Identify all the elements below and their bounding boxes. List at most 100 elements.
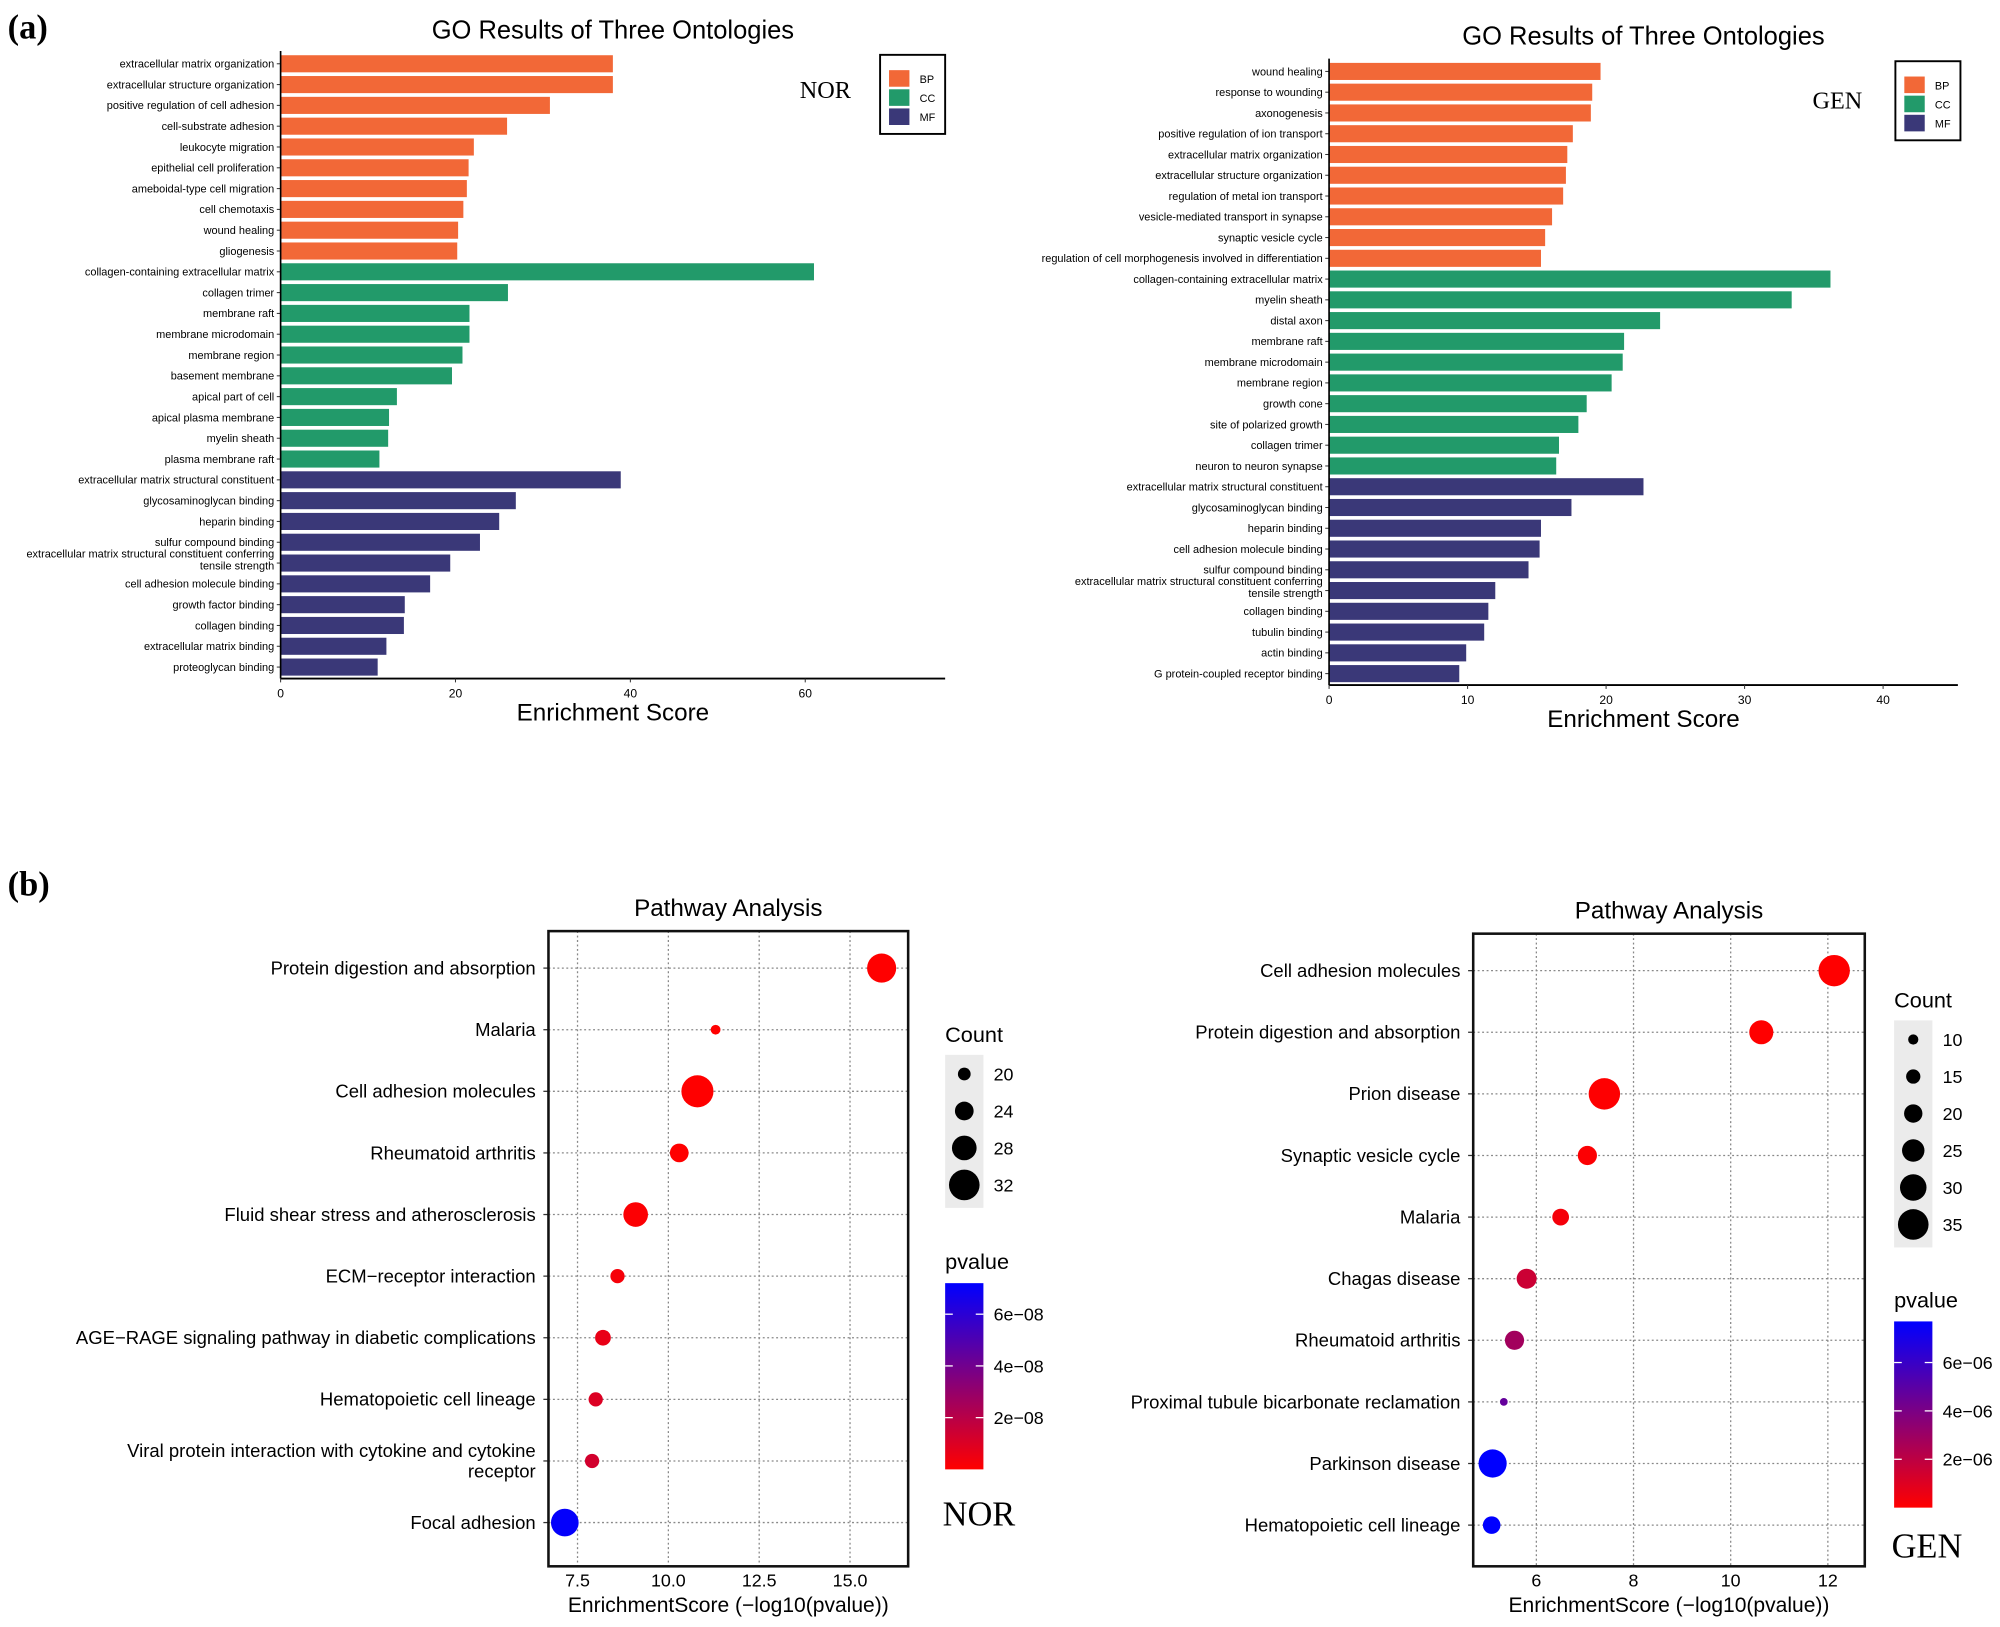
legend-label: MF bbox=[1935, 119, 1951, 131]
bar-cc bbox=[280, 450, 380, 468]
category-label: collagen trimer bbox=[1251, 440, 1323, 452]
category-label: membrane microdomain bbox=[156, 329, 274, 341]
bar-cc bbox=[280, 367, 452, 385]
bubble-point bbox=[1516, 1268, 1537, 1289]
bar-bp bbox=[280, 76, 613, 94]
bar-bp bbox=[1329, 229, 1546, 247]
category-label: membrane region bbox=[1237, 378, 1323, 390]
pathway-label: Chagas disease bbox=[1328, 1268, 1461, 1289]
category-label: axonogenesis bbox=[1255, 108, 1323, 120]
bar-mf bbox=[1329, 498, 1572, 517]
legend-label: MF bbox=[920, 112, 936, 124]
color-legend-label: 2e−08 bbox=[994, 1408, 1044, 1428]
pathway-label: Rheumatoid arthritis bbox=[1295, 1330, 1460, 1351]
size-legend-label: 25 bbox=[1943, 1141, 1963, 1161]
legend-label: CC bbox=[1935, 99, 1951, 111]
category-label: distal axon bbox=[1270, 315, 1322, 327]
category-label: sulfur compound binding bbox=[1203, 565, 1322, 577]
bar-mf bbox=[1329, 561, 1529, 579]
bubble-point bbox=[584, 1453, 600, 1469]
bar-cc bbox=[1329, 395, 1587, 413]
bar-mf bbox=[280, 471, 621, 489]
category-label: myelin sheath bbox=[207, 433, 275, 445]
color-legend-label: 4e−06 bbox=[1943, 1401, 1993, 1421]
legend-label: BP bbox=[1935, 80, 1949, 92]
category-label: extracellular matrix structural constitu… bbox=[1127, 482, 1323, 494]
bar-mf bbox=[1329, 582, 1496, 600]
pathway-label: Cell adhesion molecules bbox=[1260, 960, 1460, 981]
category-label: tensile strength bbox=[1248, 588, 1322, 600]
category-label: leukocyte migration bbox=[180, 142, 274, 154]
pathway-label: Fluid shear stress and atherosclerosis bbox=[224, 1204, 535, 1225]
category-label: tensile strength bbox=[200, 560, 274, 572]
size-legend-key bbox=[957, 1067, 971, 1081]
bar-cc bbox=[1329, 374, 1612, 392]
condition-tag: GEN bbox=[1812, 87, 1862, 114]
bubble-point bbox=[867, 953, 897, 983]
x-tick-label: 10 bbox=[1461, 693, 1475, 707]
size-legend-label: 30 bbox=[1943, 1178, 1963, 1198]
category-label: collagen binding bbox=[1244, 606, 1323, 618]
bubble-point bbox=[610, 1269, 625, 1284]
category-label: gliogenesis bbox=[219, 246, 274, 258]
size-legend-key bbox=[1904, 1104, 1923, 1123]
bar-mf bbox=[1329, 478, 1644, 496]
legend-swatch-mf bbox=[889, 108, 910, 125]
category-label: actin binding bbox=[1261, 648, 1323, 660]
bar-mf bbox=[280, 512, 500, 530]
category-label: site of polarized growth bbox=[1210, 419, 1323, 431]
bubble-point bbox=[588, 1392, 603, 1407]
category-label: tubulin binding bbox=[1252, 627, 1323, 639]
bar-mf bbox=[280, 533, 480, 551]
bar-bp bbox=[1329, 249, 1541, 267]
pathway-label: Hematopoietic cell lineage bbox=[320, 1389, 536, 1410]
panel-label-b: (b) bbox=[8, 865, 50, 903]
bar-mf bbox=[1329, 602, 1489, 620]
size-legend-label: 28 bbox=[994, 1138, 1014, 1158]
color-legend-label: 4e−08 bbox=[994, 1356, 1044, 1376]
legend-swatch-bp bbox=[889, 70, 910, 87]
color-legend-label: 6e−06 bbox=[1943, 1353, 1993, 1373]
pathway-label: Rheumatoid arthritis bbox=[370, 1142, 535, 1163]
category-label: myelin sheath bbox=[1255, 295, 1323, 307]
category-label: extracellular structure organization bbox=[107, 79, 274, 91]
bar-cc bbox=[280, 325, 470, 343]
x-tick-label: 6 bbox=[1531, 1571, 1541, 1591]
size-legend-label: 20 bbox=[1943, 1104, 1963, 1124]
category-label: proteoglycan binding bbox=[173, 662, 274, 674]
bar-cc bbox=[1329, 291, 1792, 309]
bar-mf bbox=[1329, 540, 1540, 558]
category-label: ameboidal-type cell migration bbox=[132, 183, 274, 195]
bar-cc bbox=[280, 388, 397, 406]
legend-swatch-cc bbox=[889, 89, 910, 106]
size-legend-key bbox=[1908, 1034, 1919, 1045]
condition-tag: NOR bbox=[943, 1495, 1016, 1533]
bar-bp bbox=[1329, 125, 1573, 143]
pathway-label: Hematopoietic cell lineage bbox=[1245, 1514, 1461, 1535]
plot-border bbox=[1471, 932, 1867, 1568]
x-axis-title: EnrichmentScore (−log10(pvalue)) bbox=[1509, 1594, 1830, 1617]
pathway-label: Proximal tubule bicarbonate reclamation bbox=[1131, 1391, 1461, 1412]
bubble-point bbox=[1577, 1145, 1597, 1166]
pathway-label: Focal adhesion bbox=[410, 1512, 535, 1533]
x-tick-label: 0 bbox=[1326, 693, 1333, 707]
category-label: extracellular matrix organization bbox=[120, 59, 275, 71]
chart-title: Pathway Analysis bbox=[1575, 897, 1763, 924]
bar-mf bbox=[280, 658, 378, 676]
bubble-point bbox=[595, 1329, 611, 1346]
legend-swatch-cc bbox=[1904, 95, 1925, 113]
bar-cc bbox=[280, 284, 508, 302]
category-label: plasma membrane raft bbox=[165, 454, 275, 466]
x-tick-label: 10.0 bbox=[651, 1571, 686, 1591]
x-tick-label: 30 bbox=[1738, 693, 1752, 707]
bubble-point bbox=[1504, 1330, 1525, 1350]
category-label: extracellular matrix structural constitu… bbox=[78, 475, 274, 487]
pathway-label: Parkinson disease bbox=[1309, 1453, 1460, 1474]
category-label: heparin binding bbox=[199, 516, 274, 528]
bar-bp bbox=[280, 117, 508, 135]
bar-mf bbox=[280, 596, 405, 614]
category-label: wound healing bbox=[1251, 66, 1323, 78]
bubble-point bbox=[623, 1202, 648, 1227]
